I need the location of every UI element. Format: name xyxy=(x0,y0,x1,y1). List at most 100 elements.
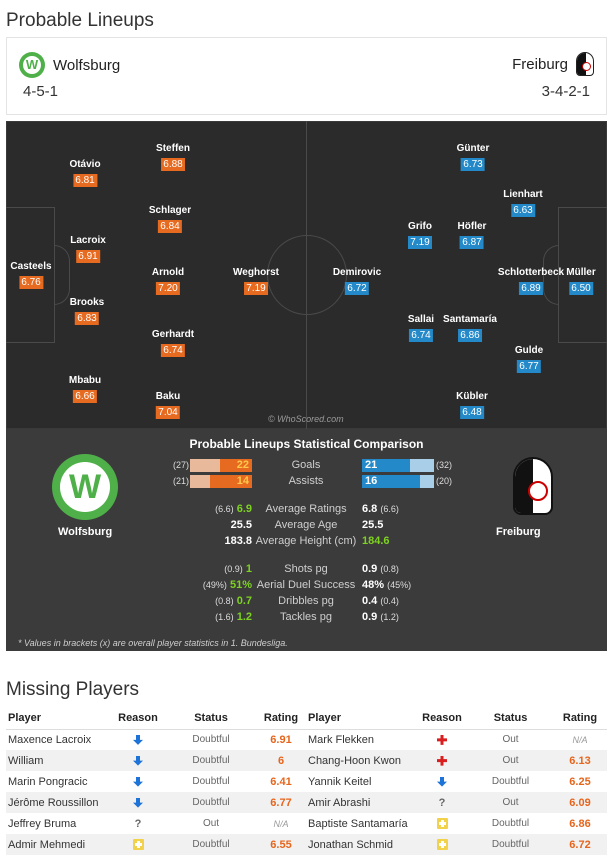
rating-value: 6.86 xyxy=(569,817,591,830)
player-rating: 6.76 xyxy=(18,276,43,289)
status-text: Out xyxy=(468,750,553,771)
away-player[interactable]: Müller 6.50 xyxy=(566,267,596,296)
home-player[interactable]: Brooks 6.83 xyxy=(70,297,104,326)
reason-cell xyxy=(416,834,468,855)
reason-cell xyxy=(416,729,468,750)
injury-icon xyxy=(437,776,447,787)
player-name[interactable]: Admir Mehmedi xyxy=(6,834,110,855)
away-team[interactable]: Freiburg xyxy=(504,52,594,76)
injury-icon xyxy=(133,755,143,766)
player-name[interactable]: Weghorst xyxy=(233,267,279,278)
home-player[interactable]: Lacroix 6.91 xyxy=(70,235,106,264)
player-name[interactable]: Gulde xyxy=(514,345,544,356)
player-name[interactable]: Mark Flekken xyxy=(308,733,375,746)
home-overall: (27) xyxy=(172,460,189,470)
player-name[interactable]: Lienhart xyxy=(503,189,543,200)
away-value: 184.6 xyxy=(362,535,390,547)
status-text: Doubtful xyxy=(166,834,256,855)
player-name[interactable]: Grifo xyxy=(408,221,432,232)
player-name[interactable]: Amir Abrashi xyxy=(306,792,416,813)
table-row: Admir Mehmedi Doubtful 6.55 Jonathan Schmid… xyxy=(6,834,607,855)
player-name[interactable]: Jonathan Schmid xyxy=(306,834,416,855)
player-name[interactable]: Schlager xyxy=(148,205,192,216)
away-overall: (6.6) xyxy=(380,504,399,514)
away-player[interactable]: Demirovic 6.72 xyxy=(333,267,381,296)
player-name[interactable]: Marin Pongracic xyxy=(8,775,88,788)
away-bar: 21 xyxy=(362,459,434,472)
player-name[interactable]: William xyxy=(6,750,110,771)
player-name[interactable]: Sallai xyxy=(407,314,435,325)
player-name[interactable]: Baku xyxy=(155,391,181,402)
away-stat: 0.9 (1.2) xyxy=(362,611,399,623)
player-name[interactable]: Arnold xyxy=(151,267,185,278)
player-name[interactable]: Gerhardt xyxy=(151,329,195,340)
player-rating: 6.84 xyxy=(158,220,182,233)
away-overall: (32) xyxy=(436,460,453,470)
player-name[interactable]: Steffen xyxy=(156,143,190,154)
away-player[interactable]: Lienhart 6.63 xyxy=(503,189,543,218)
home-player[interactable]: Baku 7.04 xyxy=(156,391,180,420)
stat-label: Goals xyxy=(291,459,321,471)
away-team-name[interactable]: Freiburg xyxy=(512,55,568,73)
away-stat: 0.9 (0.8) xyxy=(362,563,399,575)
away-player[interactable]: Grifo 7.19 xyxy=(408,221,432,250)
away-value: 0.9 xyxy=(362,563,378,575)
player-name[interactable]: Santamaría xyxy=(443,314,497,325)
player-rating: 6.72 xyxy=(344,282,369,295)
player-name[interactable]: Müller xyxy=(566,267,596,278)
injury-icon xyxy=(133,797,143,808)
home-player[interactable]: Steffen 6.88 xyxy=(156,143,190,172)
home-stat: (49%) 51% xyxy=(203,579,252,591)
away-player[interactable]: Santamaría 6.86 xyxy=(443,314,497,343)
away-overall: (0.8) xyxy=(380,564,399,574)
away-player[interactable]: Kübler 6.48 xyxy=(456,391,488,420)
player-name[interactable]: Casteels xyxy=(10,261,52,272)
player-name[interactable]: Maxence Lacroix xyxy=(8,733,92,746)
player-name[interactable]: Baptiste Santamaría xyxy=(308,817,408,830)
player-name[interactable]: Chang-Hoon Kwon xyxy=(306,750,416,771)
player-name[interactable]: Jeffrey Bruma xyxy=(8,817,77,830)
away-stat: 0.4 (0.4) xyxy=(362,595,399,607)
status-text: Doubtful xyxy=(468,834,553,855)
away-player[interactable]: Günter 6.73 xyxy=(456,143,490,172)
player-name[interactable]: Demirovic xyxy=(332,267,382,278)
player-rating: 7.19 xyxy=(408,236,432,249)
player-rating: 7.20 xyxy=(156,282,180,295)
away-player[interactable]: Gulde 6.77 xyxy=(515,345,543,374)
player-name[interactable]: Schlotterbeck xyxy=(497,267,565,278)
player-name[interactable]: Yannik Keitel xyxy=(308,775,372,788)
player-name[interactable]: Brooks xyxy=(69,297,105,308)
home-player[interactable]: Mbabu 6.66 xyxy=(69,375,101,404)
status-text: Doubtful xyxy=(166,792,256,813)
home-stat: (0.8) 0.7 xyxy=(215,595,252,607)
player-name[interactable]: Otávio xyxy=(69,159,101,170)
red-cross-icon xyxy=(437,734,447,745)
home-player[interactable]: Arnold 7.20 xyxy=(152,267,184,296)
home-team[interactable]: W Wolfsburg xyxy=(19,52,128,78)
home-player[interactable]: Weghorst 7.19 xyxy=(233,267,279,296)
table-header: Player Reason Status Rating Player Reaso… xyxy=(6,707,607,730)
home-team-label: Wolfsburg xyxy=(58,526,113,538)
home-team-name[interactable]: Wolfsburg xyxy=(53,56,121,74)
away-player[interactable]: Sallai 6.74 xyxy=(408,314,434,343)
home-player[interactable]: Schlager 6.84 xyxy=(149,205,191,234)
player-name[interactable]: Jérôme Roussillon xyxy=(6,792,110,813)
player-name[interactable]: Höfler xyxy=(457,221,487,232)
home-player[interactable]: Casteels 6.76 xyxy=(10,261,52,290)
player-name[interactable]: Kübler xyxy=(456,391,488,402)
rating-value: N/A xyxy=(572,734,588,745)
home-player[interactable]: Otávio 6.81 xyxy=(69,159,101,188)
player-name[interactable]: Lacroix xyxy=(70,235,106,246)
player-name[interactable]: Mbabu xyxy=(68,375,102,386)
away-player[interactable]: Schlotterbeck 6.89 xyxy=(498,267,564,296)
stat-row-goals: (27) 22 Goals 21 (32) xyxy=(6,459,607,473)
away-value: 0.4 xyxy=(362,595,378,607)
home-value: 25.5 xyxy=(230,519,252,531)
away-value: 6.8 xyxy=(362,503,378,515)
home-value: 6.9 xyxy=(236,503,252,515)
home-bar: 22 xyxy=(190,459,252,472)
rating-value: 6.55 xyxy=(256,834,306,855)
away-player[interactable]: Höfler 6.87 xyxy=(457,221,487,250)
home-player[interactable]: Gerhardt 6.74 xyxy=(152,329,194,358)
player-name[interactable]: Günter xyxy=(456,143,490,154)
